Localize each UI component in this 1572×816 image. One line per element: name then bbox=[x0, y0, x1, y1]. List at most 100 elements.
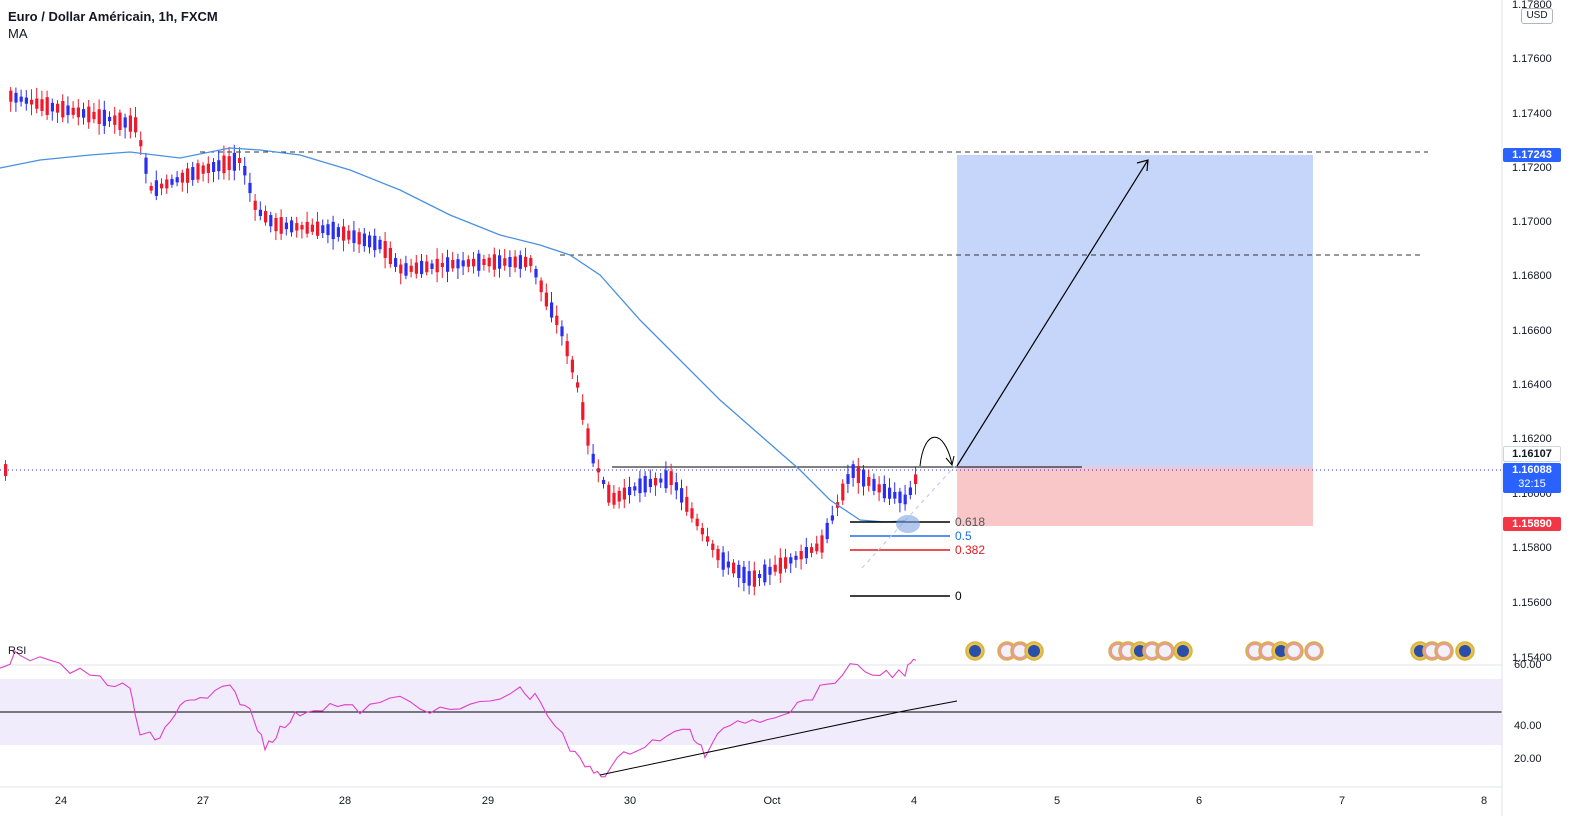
candle-body bbox=[61, 101, 65, 118]
bounce-arrowhead-icon bbox=[945, 455, 955, 467]
time-tick: 24 bbox=[55, 795, 67, 807]
candle-body bbox=[269, 215, 273, 227]
bounce-curve[interactable] bbox=[919, 436, 953, 467]
candle-body bbox=[305, 221, 309, 234]
candle-body bbox=[383, 241, 387, 258]
candle-body bbox=[35, 98, 39, 109]
flag-inner-icon bbox=[1249, 645, 1261, 657]
time-tick: 28 bbox=[339, 795, 351, 807]
candle-body bbox=[742, 566, 746, 584]
candle-body bbox=[815, 543, 819, 552]
candle-body bbox=[518, 255, 522, 269]
candle-body bbox=[186, 168, 190, 183]
candle-body bbox=[893, 491, 897, 499]
rsi-axis[interactable]: 60.00 40.00 20.00 bbox=[1514, 659, 1542, 765]
candle-body bbox=[529, 258, 533, 266]
time-tick: 30 bbox=[624, 795, 636, 807]
price-tick: 1.16400 bbox=[1512, 379, 1552, 391]
candle-body bbox=[570, 359, 574, 373]
target-arrow[interactable] bbox=[956, 159, 1149, 467]
price-tick: 1.16600 bbox=[1512, 325, 1552, 337]
candle-body bbox=[279, 217, 283, 234]
symbol-title[interactable]: Euro / Dollar Américain, 1h, FXCM bbox=[8, 9, 218, 24]
candle-body bbox=[373, 235, 377, 251]
candle-body bbox=[560, 326, 564, 337]
candle-body bbox=[576, 382, 580, 388]
candle-body bbox=[222, 155, 226, 174]
candle-body bbox=[118, 112, 122, 131]
candle-body bbox=[212, 162, 216, 172]
fib-trend-line[interactable] bbox=[861, 465, 956, 569]
candle-body bbox=[700, 528, 704, 535]
price-tick: 1.16200 bbox=[1512, 433, 1552, 445]
target-arrowhead-icon bbox=[1136, 159, 1149, 172]
candle-body bbox=[128, 115, 132, 132]
candle-body bbox=[872, 478, 876, 491]
flag-inner-icon bbox=[1001, 645, 1013, 657]
flag-inner-icon bbox=[1262, 645, 1274, 657]
time-tick: 29 bbox=[482, 795, 494, 807]
candle-body bbox=[638, 478, 642, 494]
candle-body bbox=[498, 255, 502, 269]
candle-body bbox=[888, 487, 892, 499]
candle-body bbox=[758, 573, 762, 579]
candle-body bbox=[56, 103, 60, 113]
stop-zone[interactable] bbox=[957, 467, 1313, 526]
candle-body bbox=[295, 223, 299, 231]
candle-body bbox=[461, 260, 465, 267]
candle-body bbox=[513, 256, 517, 268]
candle-body bbox=[170, 178, 174, 185]
candle-body bbox=[654, 477, 658, 486]
candle-body bbox=[882, 483, 886, 499]
candle-body bbox=[716, 549, 720, 561]
time-axis[interactable]: 24 27 28 29 30 Oct 4 5 6 7 8 bbox=[55, 795, 1487, 807]
candle-body bbox=[284, 222, 288, 230]
candle-body bbox=[425, 261, 429, 273]
candle-body bbox=[591, 453, 595, 464]
candle-body bbox=[66, 105, 70, 116]
flag-inner-icon bbox=[1308, 645, 1320, 657]
candle-body bbox=[706, 536, 710, 542]
rsi-trendline-ext[interactable] bbox=[903, 700, 958, 712]
candle-body bbox=[71, 107, 75, 115]
candle-body bbox=[414, 262, 418, 274]
candle-body bbox=[784, 557, 788, 569]
candle-body bbox=[352, 230, 356, 244]
economic-events[interactable] bbox=[965, 641, 1475, 661]
candle-body bbox=[331, 221, 335, 240]
price-tick: 1.17800 bbox=[1512, 0, 1552, 11]
candle-body bbox=[820, 535, 824, 553]
price-axis[interactable]: 1.17800 1.17600 1.17400 1.17200 1.17000 1.168… bbox=[1512, 0, 1552, 664]
candle-body bbox=[446, 257, 450, 272]
candle-body bbox=[97, 109, 101, 125]
rsi-label[interactable]: RSI bbox=[8, 645, 27, 657]
currency-label[interactable]: USD bbox=[1521, 8, 1553, 24]
candle-body bbox=[92, 111, 96, 120]
candle-body bbox=[24, 97, 28, 104]
time-tick: 8 bbox=[1481, 795, 1487, 807]
candle-body bbox=[160, 183, 164, 189]
candle-body bbox=[565, 341, 569, 357]
candle-body bbox=[451, 259, 455, 269]
rsi-trendline[interactable] bbox=[599, 710, 905, 776]
candle-body bbox=[248, 182, 252, 194]
candle-body bbox=[508, 256, 512, 268]
candle-body bbox=[550, 302, 554, 318]
candle-body bbox=[201, 165, 205, 174]
candle-body bbox=[347, 230, 351, 240]
candle-body bbox=[316, 221, 320, 236]
candle-body bbox=[113, 115, 117, 125]
candle-body bbox=[108, 116, 112, 122]
target-zone[interactable] bbox=[957, 155, 1313, 467]
candle-body bbox=[669, 471, 673, 486]
candle-body bbox=[737, 564, 741, 579]
candle-body bbox=[544, 292, 548, 307]
candle-body bbox=[768, 566, 772, 575]
indicator-label[interactable]: MA bbox=[8, 26, 28, 41]
time-tick: 6 bbox=[1196, 795, 1202, 807]
candle-body bbox=[778, 557, 782, 574]
candle-body bbox=[466, 259, 470, 267]
candle-body bbox=[643, 475, 647, 493]
candle-body bbox=[14, 92, 18, 103]
